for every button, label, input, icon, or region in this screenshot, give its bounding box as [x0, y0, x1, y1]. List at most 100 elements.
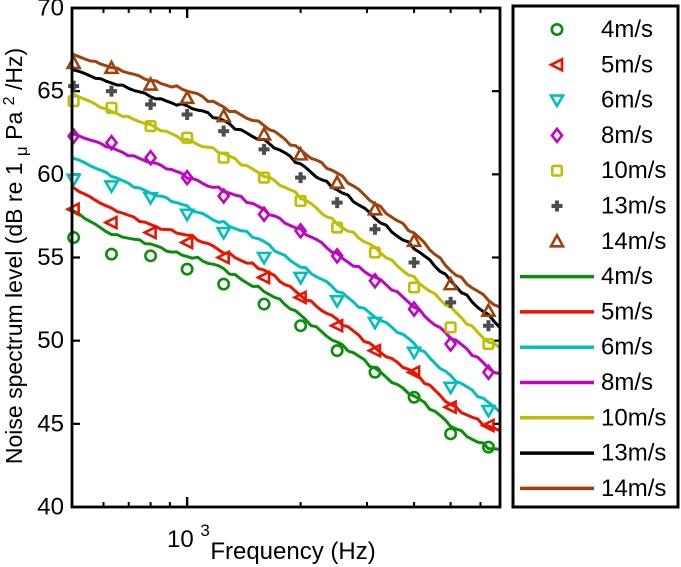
- data-point: [218, 125, 230, 137]
- x-axis-label: Frequency (Hz): [210, 538, 375, 565]
- data-point: [328, 294, 346, 310]
- legend-circle-icon: [550, 22, 564, 36]
- legend-entry-marker-13m-s: 13m/s: [551, 193, 666, 220]
- data-point: [331, 221, 344, 234]
- data-point: [181, 131, 194, 144]
- legend-label: 6m/s: [601, 334, 653, 361]
- data-point: [445, 296, 457, 308]
- model-line-10m-s: [70, 90, 502, 350]
- data-point: [405, 232, 423, 248]
- legend-label: 10m/s: [601, 157, 666, 184]
- model-line-14m-s: [70, 51, 502, 309]
- data-point: [67, 127, 81, 145]
- data-point: [257, 171, 271, 184]
- data-point: [407, 300, 421, 318]
- data-point: [480, 302, 497, 318]
- data-point: [292, 145, 309, 161]
- y-label-mu: μ: [12, 146, 31, 156]
- legend-entry-marker-10m-s: 10m/s: [550, 157, 666, 184]
- legend-square-icon: [550, 164, 564, 177]
- y-tick-label: 50: [37, 327, 64, 354]
- data-point: [405, 364, 421, 380]
- y-tick-label: 55: [37, 244, 64, 271]
- data-point: [408, 256, 420, 268]
- data-point: [178, 208, 196, 223]
- data-point: [407, 390, 421, 404]
- model-line-13m-s: [70, 66, 502, 330]
- axis-ticks: 40 45 50 55 60 65 70: [37, 0, 500, 521]
- data-point: [407, 281, 421, 294]
- model-line-8m-s: [70, 131, 502, 376]
- series-markers-14m-s: [65, 54, 497, 318]
- legend-entry-marker-8m-s: 8m/s: [550, 122, 653, 149]
- y-tick-label: 40: [37, 494, 64, 521]
- data-point: [293, 222, 308, 240]
- data-point: [295, 172, 307, 184]
- legend-label: 5m/s: [601, 298, 653, 325]
- data-point: [368, 246, 382, 259]
- data-point: [330, 344, 344, 358]
- data-point: [444, 427, 458, 441]
- data-point: [444, 321, 457, 334]
- data-point: [67, 95, 80, 108]
- data-point: [105, 101, 118, 114]
- data-point: [255, 125, 273, 141]
- data-point: [331, 197, 343, 209]
- legend-label: 10m/s: [601, 404, 666, 431]
- data-point: [142, 191, 159, 207]
- legend-label: 8m/s: [601, 369, 653, 396]
- legend-label: 13m/s: [601, 440, 666, 467]
- data-point: [144, 119, 157, 133]
- data-point: [105, 85, 117, 97]
- data-point: [330, 247, 344, 265]
- data-point: [178, 234, 194, 251]
- legend-plus-icon: [551, 200, 563, 212]
- data-point: [368, 272, 382, 290]
- model-line-6m-s: [70, 155, 502, 414]
- model-lines: [70, 51, 502, 451]
- data-point: [442, 275, 459, 291]
- legend-entry-marker-6m-s: 6m/s: [548, 87, 653, 114]
- legend-entry-line-4m-s: 4m/s: [520, 263, 653, 290]
- data-point: [258, 143, 270, 155]
- data-point: [215, 226, 232, 241]
- legend-diamond-icon: [550, 126, 564, 145]
- data-point: [482, 320, 494, 332]
- data-point: [257, 297, 271, 311]
- y-label-sup: 2: [1, 96, 18, 105]
- legend-entry-line-8m-s: 8m/s: [520, 369, 653, 396]
- data-point: [65, 173, 82, 188]
- legend-label: 14m/s: [601, 475, 666, 502]
- x-tick-base: 10: [167, 526, 194, 553]
- data-point: [181, 108, 193, 120]
- data-point: [104, 134, 119, 152]
- model-line-5m-s: [70, 184, 502, 433]
- legend: 4m/s 5m/s 6m/s 8m/s 10m/s 13m/s 14m/s 4m/s 5m/s 6…: [511, 4, 680, 509]
- data-point: [481, 440, 495, 454]
- data-point: [255, 251, 273, 266]
- y-tick-label: 65: [37, 78, 64, 105]
- data-point: [292, 271, 309, 286]
- plot-box: [70, 6, 502, 509]
- y-label-mid: Pa: [1, 112, 27, 140]
- x-major-tick-label: 10 3: [167, 521, 210, 553]
- y-label-pre: Noise spectrum level (dB re 1: [1, 162, 27, 464]
- legend-entry-marker-5m-s: 5m/s: [548, 51, 653, 78]
- y-tick-label: 60: [37, 161, 64, 188]
- model-line-4m-s: [70, 207, 502, 451]
- legend-entry-marker-4m-s: 4m/s: [550, 16, 653, 43]
- data-point: [180, 262, 194, 276]
- data-point: [214, 249, 230, 266]
- data-point: [217, 187, 231, 205]
- x-tick-exponent: 3: [200, 521, 209, 540]
- data-point: [257, 205, 271, 223]
- data-point: [482, 337, 495, 351]
- legend-entry-line-10m-s: 10m/s: [520, 404, 666, 431]
- data-point: [366, 200, 384, 216]
- data-point: [180, 169, 194, 187]
- data-point: [255, 269, 271, 286]
- data-point: [103, 59, 120, 75]
- data-point: [368, 365, 382, 379]
